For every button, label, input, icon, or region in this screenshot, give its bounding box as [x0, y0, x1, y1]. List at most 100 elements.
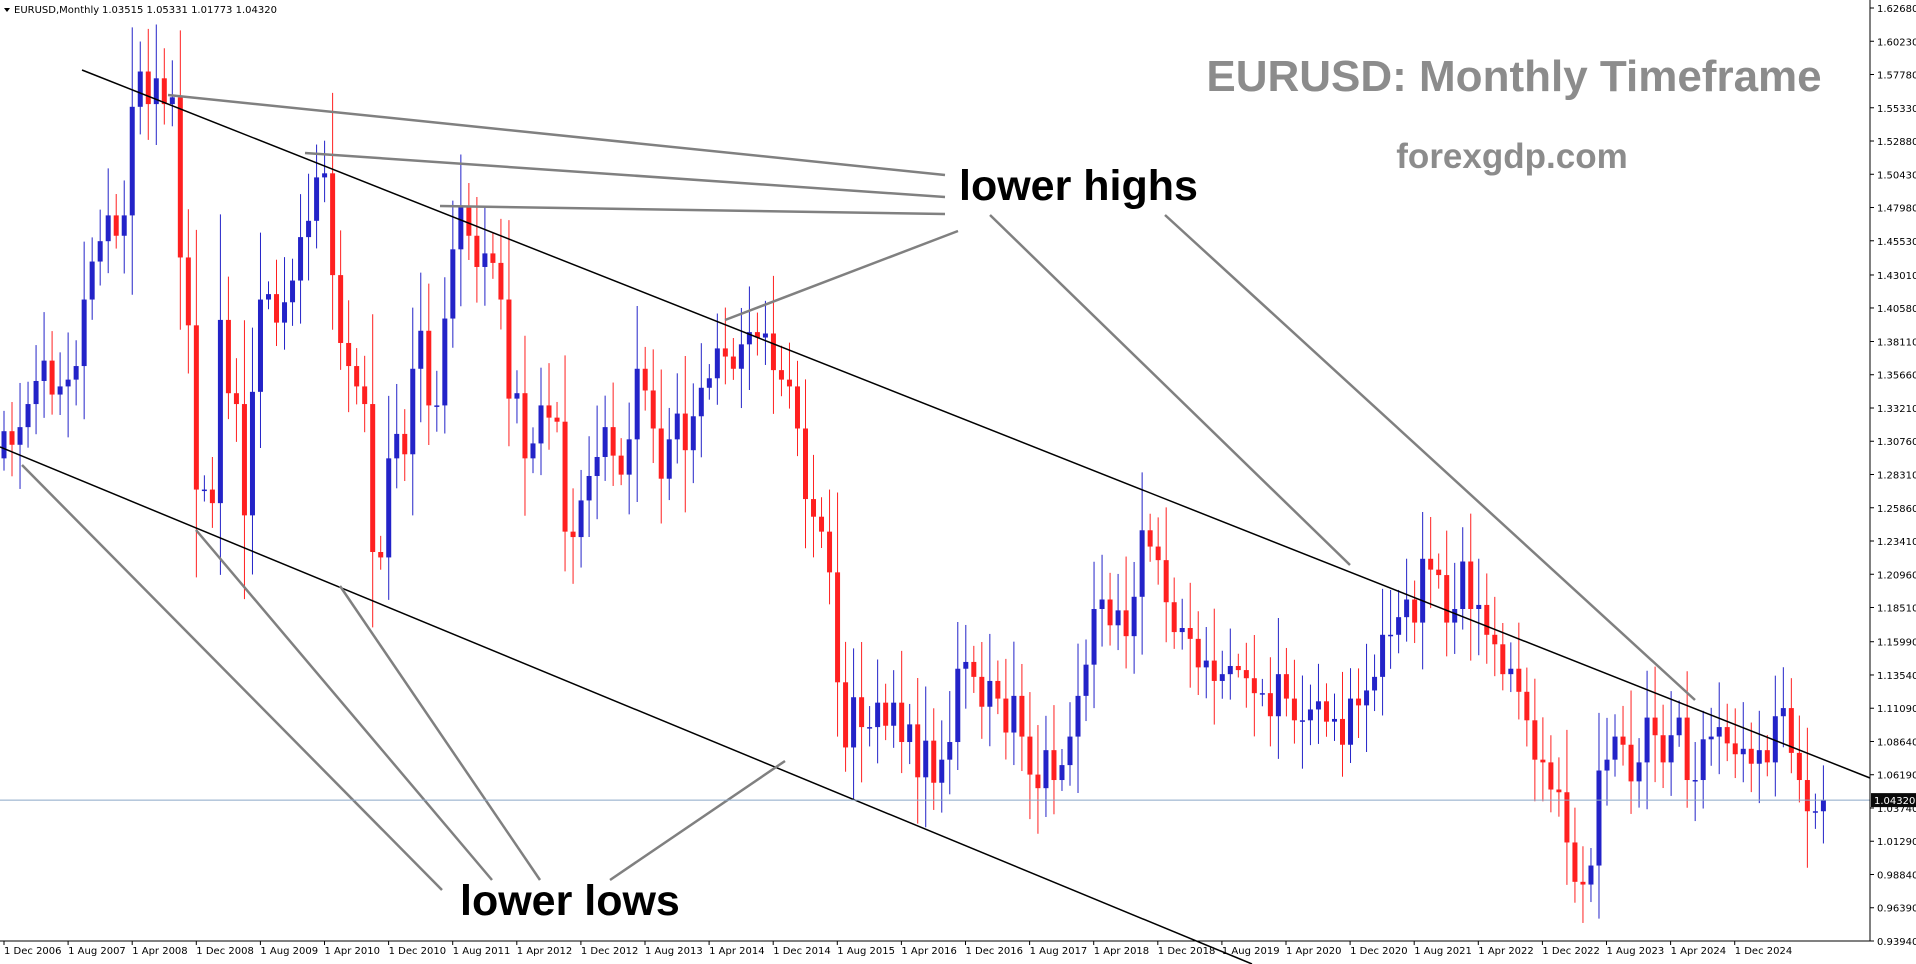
y-tick-label: 1.60230	[1877, 37, 1916, 48]
candle	[1131, 561, 1137, 674]
x-tick-label: 1 Aug 2007	[68, 946, 126, 957]
x-tick-label: 1 Aug 2009	[260, 946, 318, 957]
y-tick-label: 1.38110	[1877, 337, 1916, 348]
candle	[257, 232, 263, 449]
candle	[73, 340, 79, 406]
candle	[1428, 516, 1434, 609]
candles-group	[1, 24, 1826, 923]
y-tick-label: 1.25860	[1877, 504, 1916, 515]
candle	[1283, 647, 1289, 717]
candle	[642, 346, 648, 411]
candle	[129, 27, 135, 295]
candle	[89, 237, 95, 320]
candle	[1556, 757, 1562, 817]
candle	[1083, 639, 1089, 722]
candle	[1764, 735, 1770, 777]
x-tick-label: 1 Apr 2016	[901, 946, 956, 957]
y-tick-label: 0.93940	[1877, 937, 1916, 948]
dropdown-triangle-icon[interactable]	[4, 8, 10, 12]
pointer-high-2011	[439, 204, 946, 216]
candle	[634, 306, 640, 503]
candle	[1708, 707, 1714, 766]
y-tick-label: 1.52880	[1877, 137, 1916, 148]
website-label: forexgdp.com	[1396, 137, 1627, 176]
candle	[1243, 642, 1249, 708]
x-tick-label: 1 Dec 2010	[389, 946, 447, 957]
candle	[1692, 742, 1698, 822]
candle	[177, 30, 183, 330]
candle	[514, 370, 520, 424]
lower-highs-label: lower highs	[959, 162, 1198, 210]
candle	[370, 314, 376, 628]
x-tick-label: 1 Dec 2020	[1350, 946, 1408, 957]
candle	[1404, 558, 1410, 642]
candle	[1075, 643, 1081, 794]
candle	[738, 307, 744, 409]
candle	[1788, 678, 1794, 774]
candle	[1676, 700, 1682, 747]
candle	[923, 686, 929, 828]
candle	[1235, 653, 1241, 678]
candle	[1412, 580, 1418, 644]
candle	[1299, 675, 1305, 769]
candle	[1564, 729, 1570, 885]
y-tick-label: 1.06190	[1877, 771, 1916, 782]
pointer-high-2024	[1164, 214, 1696, 701]
candle	[1171, 577, 1177, 649]
candle	[610, 382, 616, 486]
candle	[1716, 682, 1722, 775]
candle	[1251, 634, 1257, 737]
candle	[674, 373, 680, 464]
y-tick-label: 1.30760	[1877, 437, 1916, 448]
candle	[827, 489, 833, 605]
pointer-low-2006	[21, 464, 443, 891]
upper-channel-line	[81, 69, 1871, 779]
candle	[249, 327, 255, 575]
candle	[883, 683, 889, 741]
candle	[386, 395, 392, 600]
candle	[65, 332, 71, 438]
candle	[161, 48, 167, 125]
candle	[322, 140, 328, 203]
candle	[554, 401, 560, 433]
annotation-lines-group	[0, 69, 1871, 964]
candle	[1219, 650, 1225, 699]
candle	[450, 200, 456, 348]
candle	[490, 232, 496, 279]
y-tick-label: 1.03740	[1877, 804, 1916, 815]
x-tick-label: 1 Apr 2012	[517, 946, 572, 957]
candle	[1780, 667, 1786, 748]
candle	[1596, 712, 1602, 919]
candle	[314, 144, 320, 249]
candle	[578, 469, 584, 568]
candle	[1644, 670, 1650, 810]
candle	[570, 488, 576, 584]
pointer-low-2010	[338, 585, 542, 881]
candle	[1700, 710, 1706, 809]
candle	[682, 355, 688, 513]
candle	[1724, 703, 1730, 762]
candle	[1444, 530, 1450, 657]
candle	[1187, 582, 1193, 688]
candle	[201, 475, 207, 502]
candle	[498, 218, 504, 330]
candle	[658, 369, 664, 524]
candle	[1227, 628, 1233, 700]
candle	[1380, 588, 1386, 716]
candle	[1452, 562, 1458, 654]
x-tick-label: 1 Aug 2023	[1607, 946, 1665, 957]
candle	[225, 276, 231, 420]
candle	[1259, 678, 1265, 707]
x-tick-label: 1 Aug 2011	[453, 946, 511, 957]
candle	[1396, 589, 1402, 654]
candle	[1492, 596, 1498, 677]
candle	[105, 168, 111, 274]
chart-title: EURUSD: Monthly Timeframe	[1206, 52, 1821, 101]
y-tick-label: 1.55330	[1877, 104, 1916, 115]
candle	[835, 492, 841, 737]
ohlc-values: 1.03515 1.05331 1.01773 1.04320	[102, 5, 277, 16]
y-tick-label: 1.11090	[1877, 704, 1916, 715]
candle	[1476, 558, 1482, 656]
y-tick-label: 1.43010	[1877, 271, 1916, 282]
